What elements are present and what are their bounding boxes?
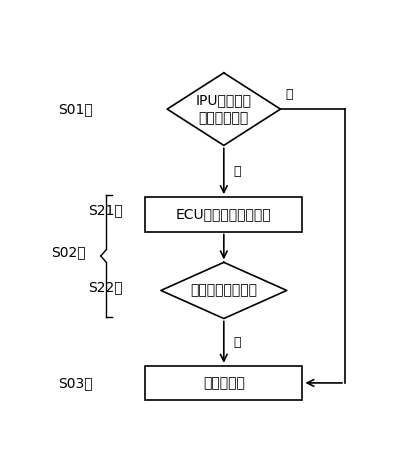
Text: 发动机起动: 发动机起动 [202, 376, 244, 390]
Text: 是: 是 [233, 165, 240, 178]
Text: S02：: S02： [51, 245, 85, 260]
Text: IPU判断是否
需要进气加热: IPU判断是否 需要进气加热 [195, 93, 251, 125]
Text: S01：: S01： [58, 102, 93, 116]
Bar [145, 197, 302, 232]
Text: S03：: S03： [58, 376, 93, 390]
Text: S22：: S22： [88, 280, 123, 294]
Text: 是: 是 [233, 336, 240, 349]
Bar [145, 365, 302, 400]
Text: 进气加热是否完成: 进气加热是否完成 [190, 284, 257, 298]
Text: ECU运行进气加热程序: ECU运行进气加热程序 [175, 207, 271, 221]
Text: 否: 否 [284, 88, 292, 101]
Text: S21：: S21： [88, 203, 123, 218]
